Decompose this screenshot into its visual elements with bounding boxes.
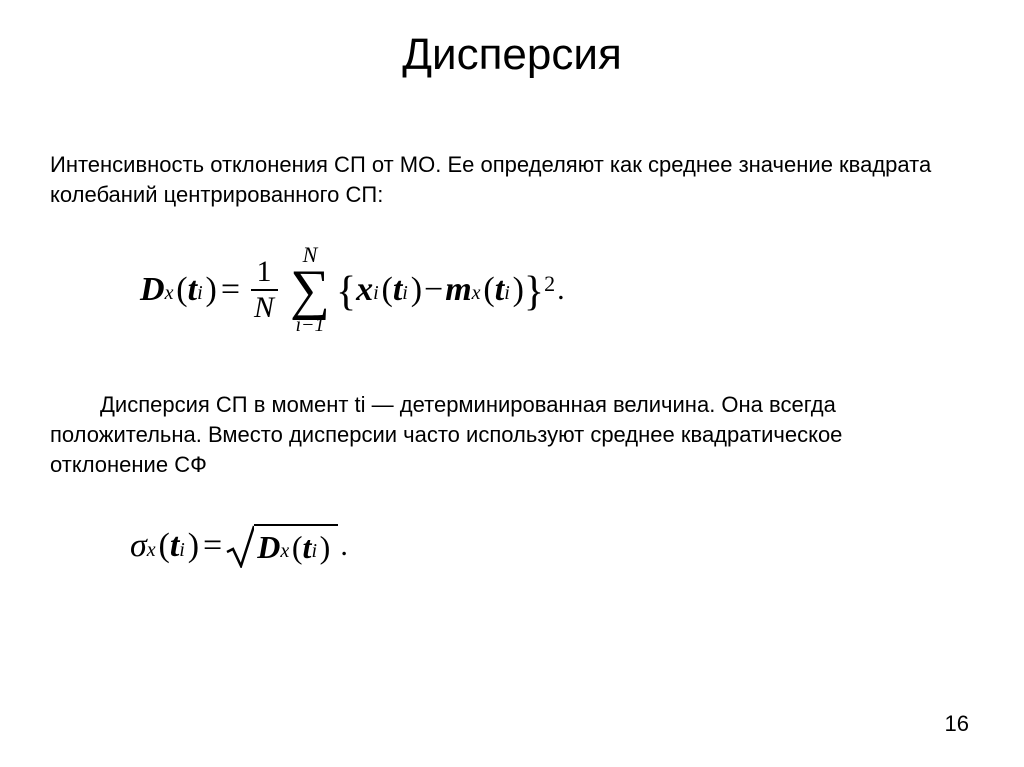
period: . (557, 273, 565, 307)
formula-variance: Dx (ti ) = 1 N N ∑ i−1 { xi (ti ) − mx (… (0, 244, 1024, 335)
period-2: . (340, 529, 348, 563)
var-D2: D (257, 529, 280, 566)
paragraph-1: Интенсивность отклонения СП от МО. Ее оп… (0, 150, 1024, 209)
var-m: m (445, 271, 471, 309)
var-sigma: σ (130, 527, 147, 565)
eq-sign: = (221, 271, 240, 309)
sum-lower: i−1 (295, 313, 324, 335)
page-number: 16 (945, 711, 969, 737)
numerator: 1 (251, 257, 278, 291)
denominator: N (248, 291, 280, 323)
paragraph-2: Дисперсия СП в момент ti — детерминирова… (0, 390, 1024, 479)
right-brace: } (524, 268, 544, 316)
slide: Дисперсия Интенсивность отклонения СП от… (0, 0, 1024, 767)
page-title: Дисперсия (0, 0, 1024, 90)
sub-i: i (197, 282, 203, 305)
var-D: D (140, 271, 165, 309)
var-t: t (188, 271, 197, 309)
fraction: 1 N (248, 257, 280, 323)
sigma-symbol: ∑ (290, 268, 330, 313)
formula-stddev: σx (ti ) = Dx (ti ) . (0, 524, 1024, 568)
squared: 2 (544, 271, 555, 297)
eq-sign-2: = (203, 527, 222, 565)
sub-x: x (165, 282, 174, 305)
square-root: Dx (ti ) (226, 524, 338, 568)
summation: N ∑ i−1 (290, 244, 330, 335)
left-brace: { (336, 268, 356, 316)
var-x: x (356, 271, 373, 309)
radical-icon (226, 524, 254, 568)
minus-sign: − (424, 271, 443, 309)
